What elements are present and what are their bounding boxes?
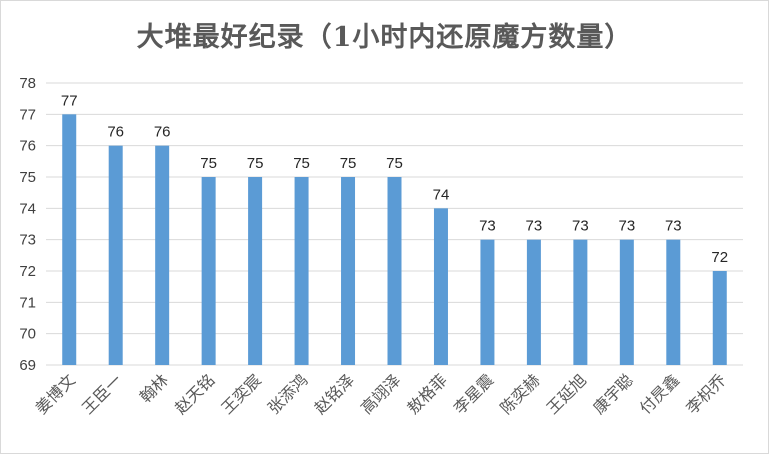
bar — [155, 145, 170, 365]
data-label: 75 — [340, 155, 357, 172]
data-label: 75 — [293, 155, 310, 172]
data-label: 73 — [479, 218, 496, 235]
x-tick-label: 翰林 — [136, 370, 172, 406]
chart-title: 大堆最好纪录（1小时内还原魔方数量） — [136, 22, 633, 53]
bar — [248, 177, 263, 365]
data-label: 73 — [572, 218, 589, 235]
y-tick-label: 71 — [19, 294, 36, 311]
data-label: 75 — [247, 155, 264, 172]
data-label: 73 — [526, 218, 543, 235]
y-tick-label: 77 — [19, 106, 36, 123]
x-tick-label: 陈奕赫 — [496, 370, 543, 417]
x-tick-label: 张添鸿 — [264, 370, 311, 417]
y-tick-label: 76 — [19, 138, 36, 155]
x-tick-label: 王延旭 — [543, 370, 590, 417]
x-tick-label: 王奕宸 — [218, 370, 265, 417]
data-label: 73 — [618, 218, 635, 235]
y-tick-label: 75 — [19, 169, 36, 186]
bar — [619, 239, 634, 365]
bar — [480, 239, 495, 365]
data-label: 72 — [711, 249, 728, 266]
y-tick-label: 72 — [19, 263, 36, 280]
y-tick-label: 73 — [19, 232, 36, 249]
data-label: 73 — [665, 218, 682, 235]
x-tick-label: 李枳乔 — [682, 370, 729, 417]
bar — [573, 239, 588, 365]
bar — [201, 177, 216, 365]
x-tick-label: 敖格菲 — [403, 370, 450, 417]
x-tick-label: 赵天铭 — [171, 370, 218, 417]
data-label: 77 — [61, 92, 78, 109]
x-tick-label: 赵铭泽 — [310, 370, 357, 417]
y-tick-label: 78 — [19, 75, 36, 92]
y-tick-label: 74 — [19, 200, 36, 217]
bar — [62, 114, 77, 365]
x-tick-label: 姜博文 — [32, 370, 79, 417]
bar — [526, 239, 541, 365]
bar — [666, 239, 681, 365]
bar — [294, 177, 309, 365]
bar — [712, 271, 727, 365]
data-label: 74 — [433, 186, 450, 203]
bar — [108, 145, 123, 365]
x-tick-label: 康宇聪 — [589, 370, 636, 417]
bar — [387, 177, 402, 365]
data-label: 75 — [200, 155, 217, 172]
data-label: 76 — [154, 124, 171, 141]
x-tick-label: 王臣一 — [78, 370, 125, 417]
y-tick-label: 70 — [19, 326, 36, 343]
data-label: 76 — [107, 124, 124, 141]
x-tick-label: 李星震 — [450, 370, 497, 417]
bar — [433, 208, 448, 365]
x-tick-label: 付昃鑫 — [636, 370, 683, 417]
bar — [341, 177, 356, 365]
data-label: 75 — [386, 155, 403, 172]
x-tick-label: 高翊泽 — [357, 370, 404, 417]
y-tick-label: 69 — [19, 357, 36, 374]
